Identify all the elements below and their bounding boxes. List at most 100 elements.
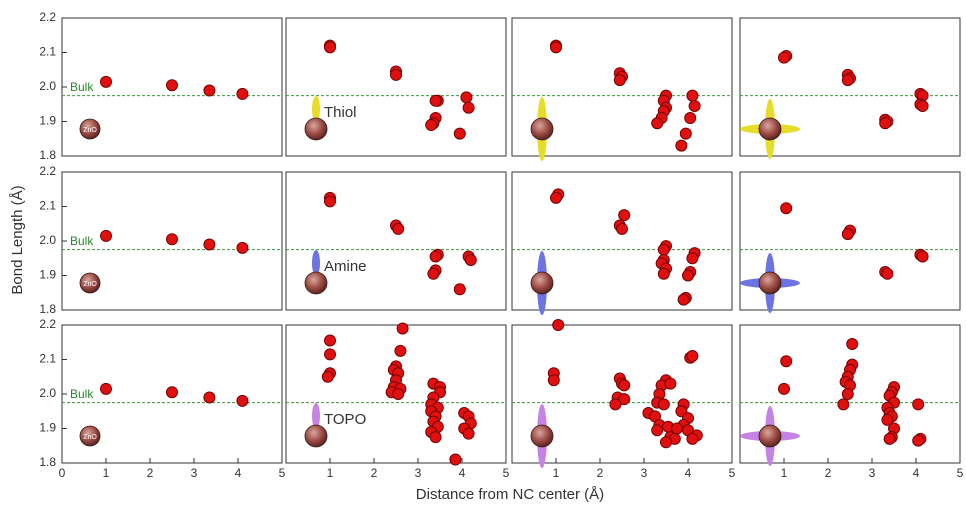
data-point <box>618 209 631 222</box>
y-tick-label: 2.1 <box>39 352 56 366</box>
zno-sphere <box>304 424 328 448</box>
y-tick-label: 1.9 <box>39 268 56 282</box>
data-point <box>657 267 670 280</box>
panel-frame <box>739 171 961 311</box>
data-point <box>547 374 560 387</box>
data-point <box>449 453 462 466</box>
data-point <box>236 241 249 254</box>
data-point <box>679 127 692 140</box>
data-point <box>609 398 622 411</box>
bulk-label: Bulk <box>70 234 94 248</box>
x-tick-label: 4 <box>685 466 692 480</box>
data-point <box>778 382 790 395</box>
ligand-label: Thiol <box>324 104 357 121</box>
x-tick-label: 5 <box>957 466 964 480</box>
data-point <box>881 413 894 426</box>
data-point <box>651 117 664 130</box>
data-point <box>883 432 896 445</box>
panel-frame <box>511 171 733 311</box>
x-tick-label: 2 <box>597 466 604 480</box>
y-tick-label: 1.8 <box>39 148 56 162</box>
x-tick-label: 4 <box>459 466 466 480</box>
data-point <box>324 334 336 347</box>
data-point <box>916 250 929 263</box>
panel-frame <box>739 324 961 464</box>
data-point <box>453 127 466 140</box>
data-point <box>675 139 688 152</box>
zno-sphere <box>79 272 101 294</box>
data-point <box>618 379 631 392</box>
x-tick-label: 1 <box>781 466 788 480</box>
data-point <box>324 41 336 54</box>
panel-frame <box>739 17 961 157</box>
data-point <box>686 432 699 445</box>
data-point <box>841 74 854 87</box>
data-point <box>613 74 626 87</box>
x-tick-label: 2 <box>825 466 832 480</box>
data-point <box>686 89 699 102</box>
panel-frame <box>511 324 733 464</box>
data-point <box>203 238 216 251</box>
data-point <box>429 94 442 107</box>
x-tick-label: 2 <box>147 466 154 480</box>
data-point <box>464 253 477 266</box>
data-point <box>616 222 628 235</box>
x-tick-label: 3 <box>191 466 198 480</box>
data-point <box>664 377 677 390</box>
zno-sphere <box>304 117 328 141</box>
data-point <box>841 388 854 400</box>
data-point <box>427 267 440 280</box>
zno-sphere <box>530 117 554 141</box>
ligand-icon <box>312 403 320 429</box>
ligand-label: TOPO <box>324 411 366 428</box>
x-tick-label: 0 <box>59 466 66 480</box>
y-tick-label: 2.0 <box>39 233 56 247</box>
data-point <box>453 283 466 296</box>
data-point <box>236 87 249 100</box>
data-point <box>166 79 178 92</box>
zno-sphere <box>79 425 101 447</box>
data-point <box>686 252 699 265</box>
x-tick-label: 4 <box>235 466 242 480</box>
data-point <box>462 101 475 114</box>
data-point <box>429 431 442 444</box>
data-point <box>100 75 112 88</box>
data-point <box>686 350 699 363</box>
data-point <box>651 424 664 437</box>
data-point <box>846 337 859 350</box>
data-point <box>780 202 793 215</box>
data-point <box>841 228 854 241</box>
zno-sphere <box>79 118 101 140</box>
bulk-label: Bulk <box>70 80 94 94</box>
y-tick-label: 2.2 <box>39 317 56 331</box>
y-tick-label: 1.9 <box>39 421 56 435</box>
data-point <box>324 195 336 208</box>
data-point <box>671 422 683 435</box>
y-axis-label: Bond Length (Å) <box>9 185 26 294</box>
x-tick-label: 3 <box>641 466 648 480</box>
data-point <box>881 267 894 280</box>
data-point <box>396 322 409 335</box>
y-tick-label: 2.1 <box>39 199 56 213</box>
data-point <box>912 434 925 447</box>
data-point <box>684 112 697 125</box>
x-tick-label: 5 <box>279 466 286 480</box>
y-tick-label: 2.2 <box>39 164 56 178</box>
x-tick-label: 1 <box>103 466 110 480</box>
data-point <box>203 84 216 97</box>
x-tick-label: 1 <box>327 466 334 480</box>
ligand-label: Amine <box>324 258 367 275</box>
data-point <box>390 68 402 81</box>
data-point <box>550 191 562 204</box>
y-tick-label: 2.0 <box>39 79 56 93</box>
x-tick-label: 5 <box>729 466 736 480</box>
data-point <box>460 91 473 104</box>
data-point <box>550 41 562 54</box>
y-tick-label: 2.2 <box>39 10 56 24</box>
zno-sphere <box>758 117 782 141</box>
panel-frame <box>285 324 507 464</box>
y-tick-label: 1.8 <box>39 302 56 316</box>
data-point <box>660 436 672 449</box>
y-tick-label: 2.1 <box>39 45 56 59</box>
